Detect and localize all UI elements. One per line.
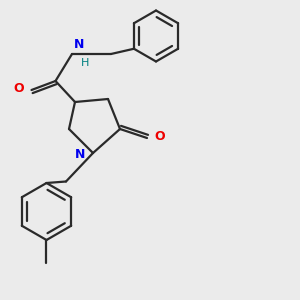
Text: H: H bbox=[81, 58, 89, 68]
Text: O: O bbox=[154, 130, 165, 143]
Text: N: N bbox=[75, 148, 86, 161]
Text: N: N bbox=[74, 38, 84, 51]
Text: O: O bbox=[14, 82, 24, 95]
